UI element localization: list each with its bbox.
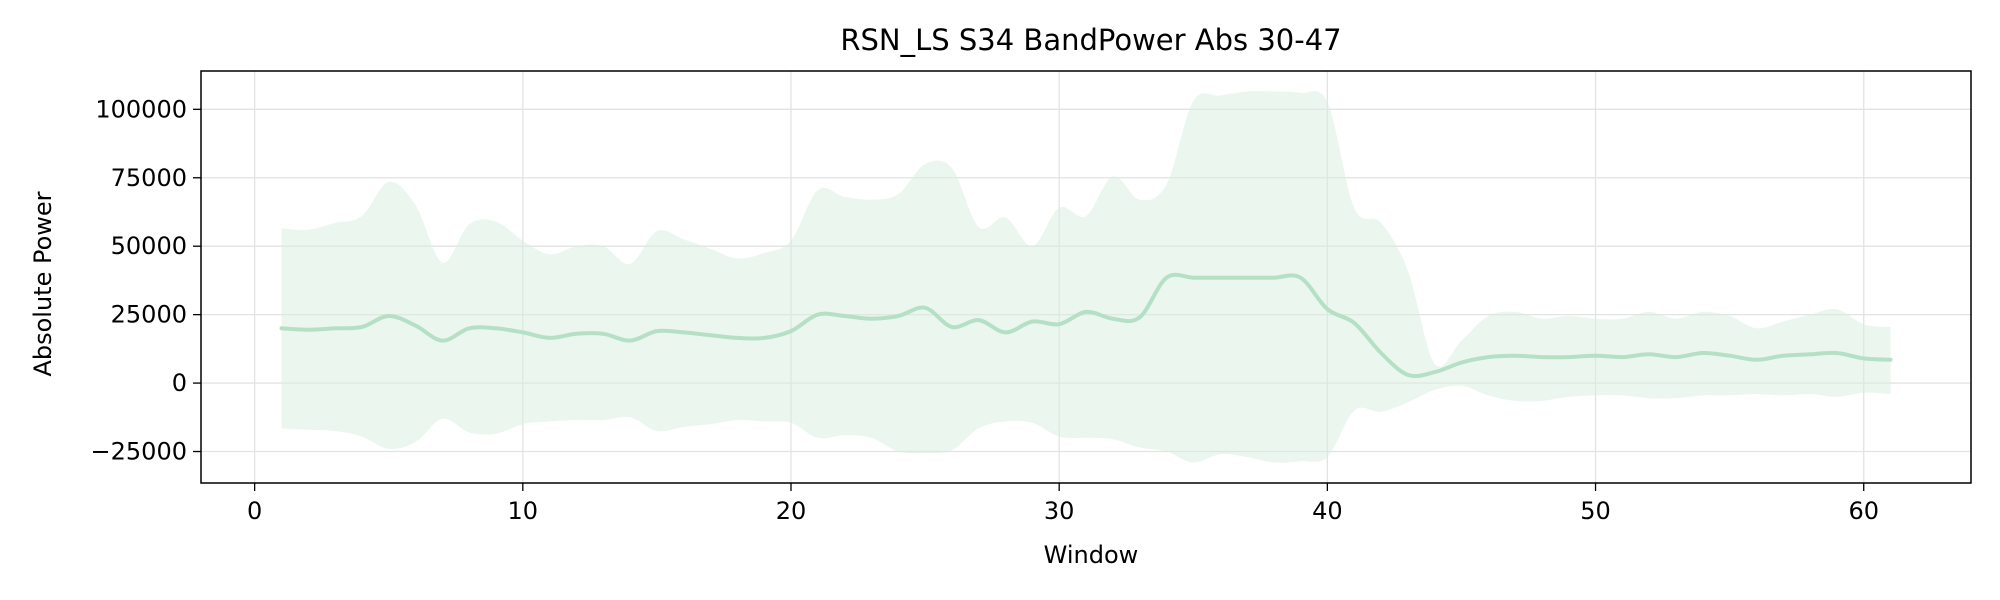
x-axis-label: Window (1044, 541, 1139, 569)
x-tick-label: 50 (1580, 497, 1611, 525)
y-tick-label: 0 (172, 369, 187, 397)
y-tick-label: −25000 (91, 438, 187, 466)
y-tick-label: 100000 (95, 95, 187, 123)
x-tick-label: 20 (776, 497, 807, 525)
x-tick-label: 60 (1848, 497, 1879, 525)
y-tick-label: 75000 (111, 164, 187, 192)
y-tick-label: 50000 (111, 232, 187, 260)
x-tick-label: 30 (1044, 497, 1075, 525)
y-tick-label: 25000 (111, 301, 187, 329)
series-layer (279, 91, 1893, 463)
y-axis-label: Absolute Power (29, 191, 57, 376)
chart-title: RSN_LS S34 BandPower Abs 30-47 (840, 23, 1341, 57)
std-band (281, 91, 1891, 463)
x-tick-label: 10 (508, 497, 539, 525)
plot-frame (200, 70, 1972, 484)
x-axis-ticks: 0 10 20 30 40 50 60 (247, 483, 1879, 525)
mean-line (279, 272, 1893, 379)
x-tick-label: 0 (247, 497, 262, 525)
y-axis-ticks: −25000 0 25000 50000 75000 100000 (91, 95, 201, 466)
x-tick-label: 40 (1312, 497, 1343, 525)
